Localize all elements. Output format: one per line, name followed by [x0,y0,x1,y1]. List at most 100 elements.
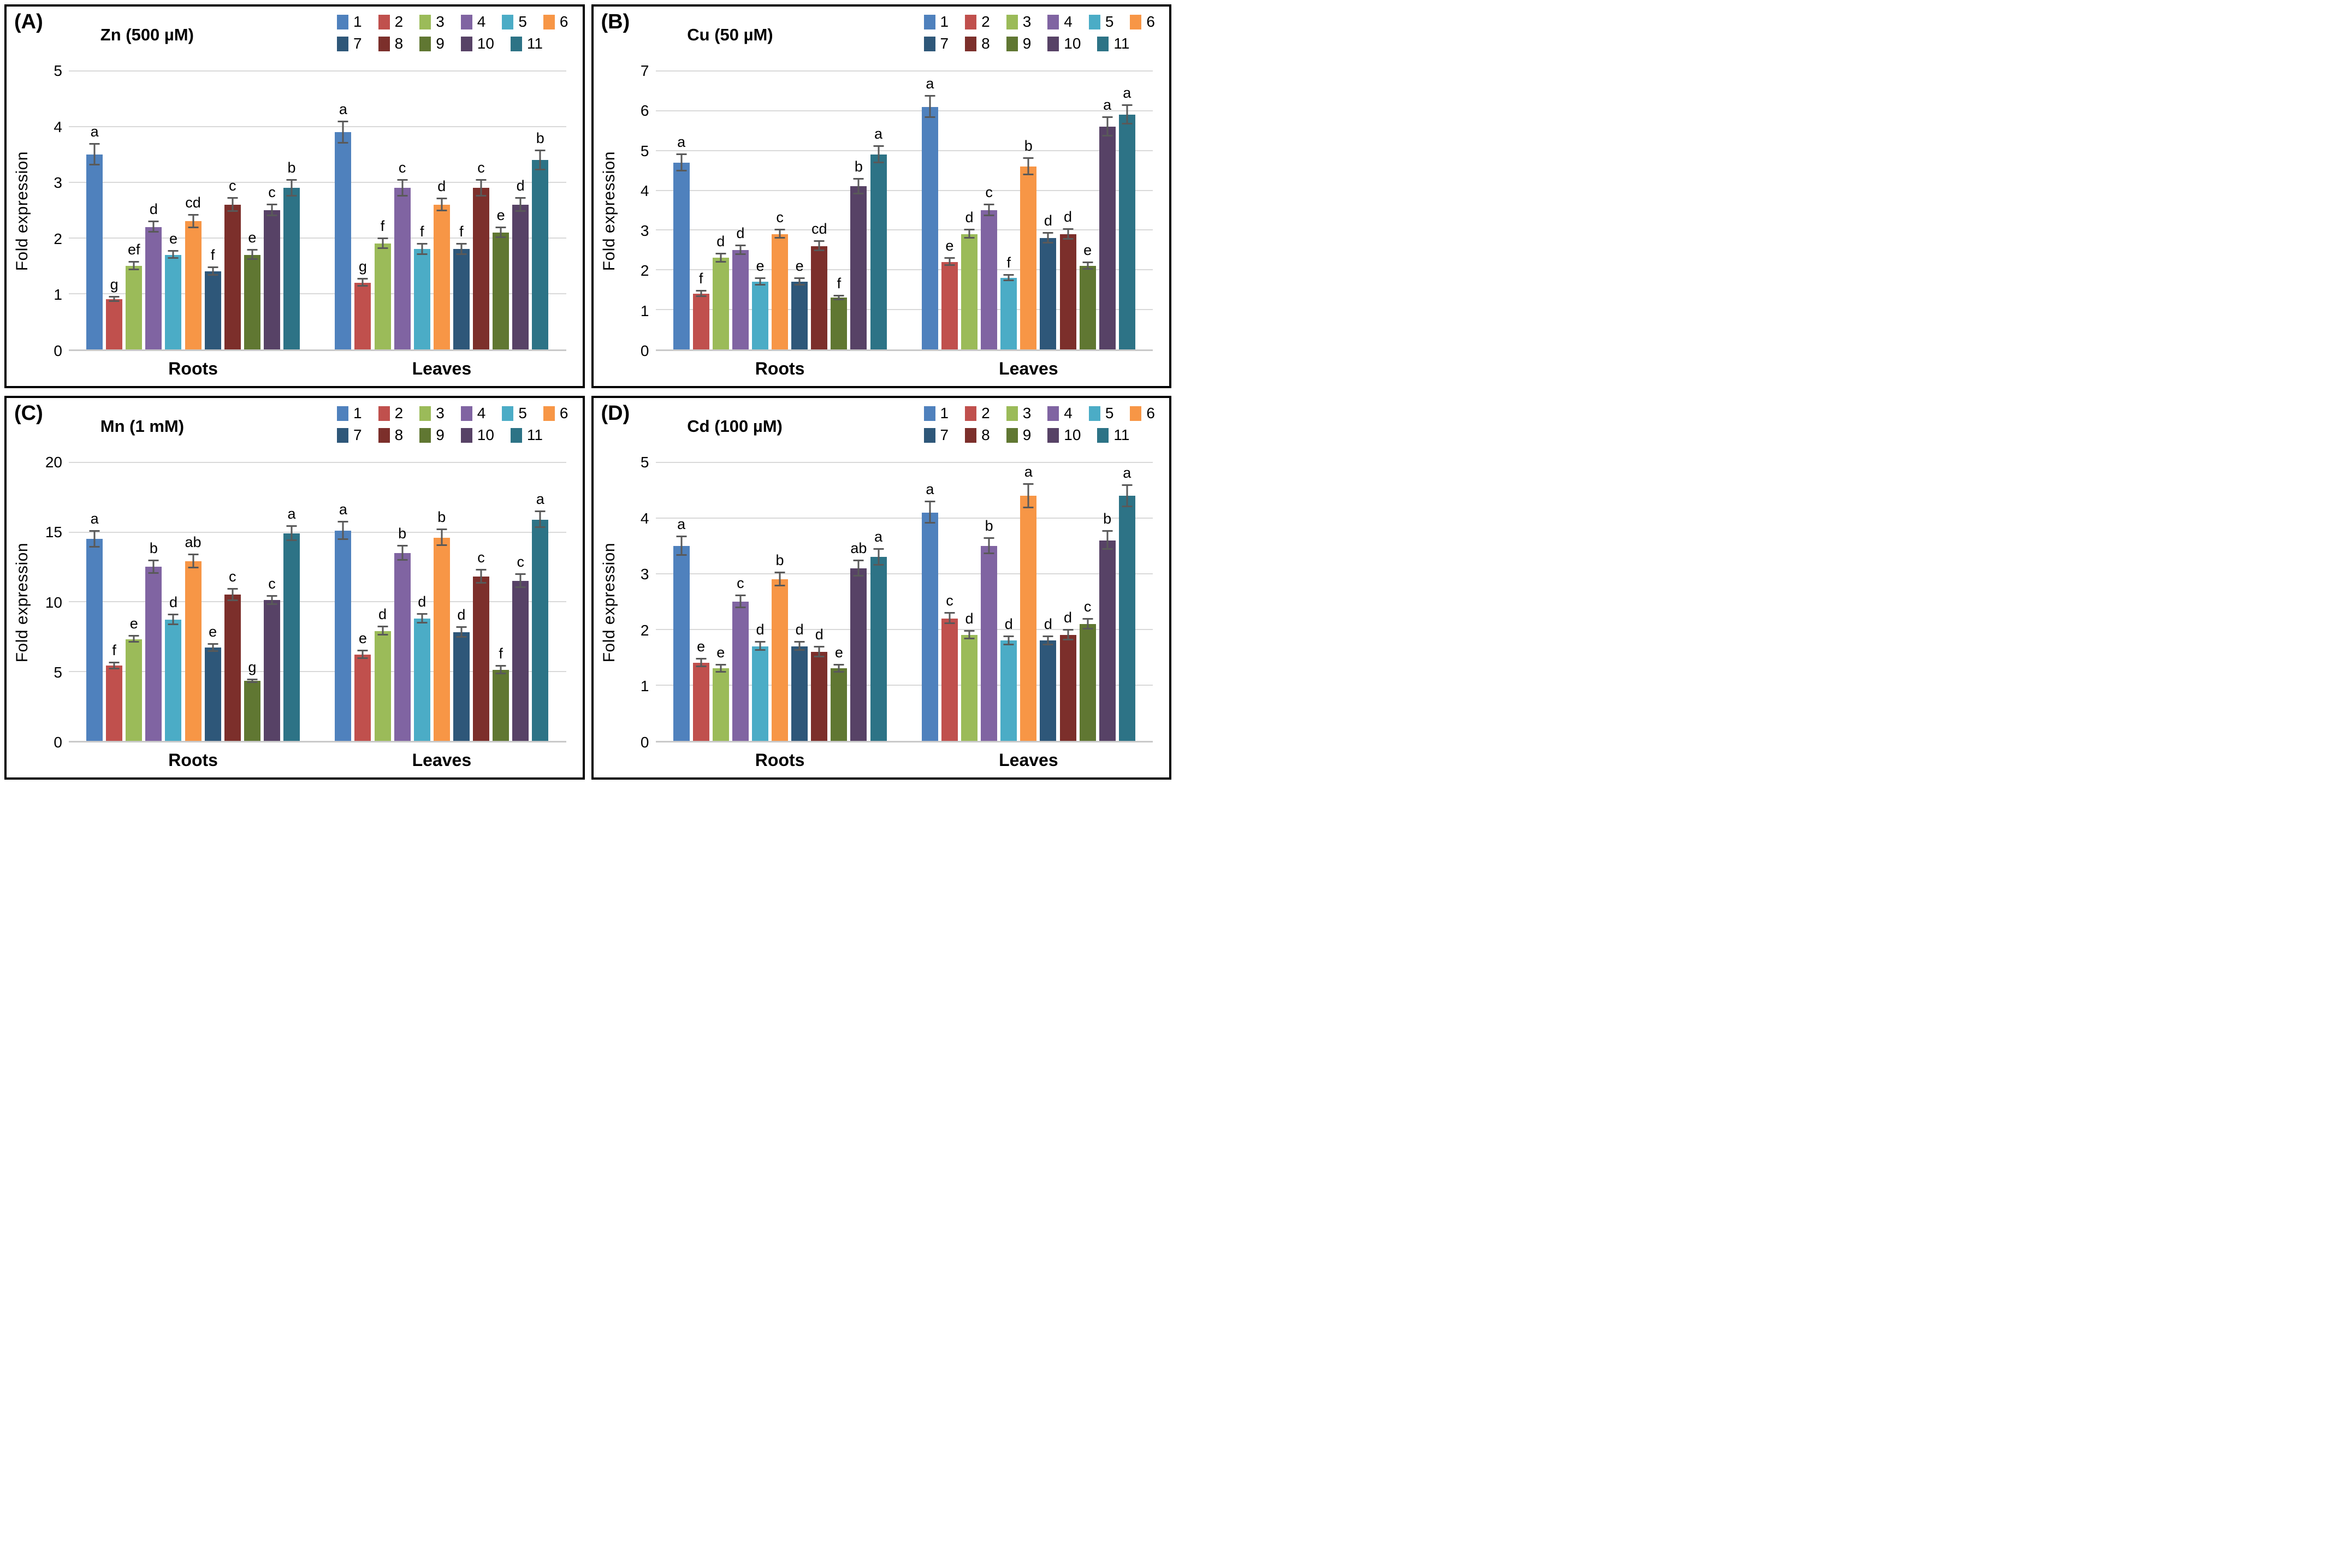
legend: 1 2 3 4 5 6 7 8 9 10 11 [337,402,568,444]
error-bar-cap-top [676,153,687,155]
bar-series-10-roots [850,186,867,349]
significance-letter: a [90,510,99,527]
error-bar-cap-bottom [286,539,297,542]
significance-letter: e [697,638,706,655]
error-bar [1067,228,1069,240]
bar-series-5-roots [751,282,768,349]
bar-series-10-leaves [512,580,529,741]
error-bar-cap-bottom [715,261,726,263]
panel-letter: (B) [601,10,630,33]
bar-slot-series-3: d [374,462,391,741]
bar-slot-series-7: f [204,71,221,349]
error-bar-cap-top [715,252,726,254]
y-axis-ticks: 0 1 2 3 4 5 [35,63,69,359]
error-bar-cap-bottom [208,650,218,652]
significance-letter: c [985,184,993,201]
gridline [69,531,566,533]
error-bar-cap-bottom [853,575,864,577]
group-label-leaves: Leaves [999,359,1058,378]
bar-series-5-roots [751,646,768,741]
error-bar-cap-top [984,204,994,206]
error-bar [680,153,683,171]
error-bar [988,204,990,216]
error-bar-cap-top [476,569,487,571]
bar-slot-series-1: a [86,462,103,741]
error-bar-cap-top [1102,116,1113,118]
bar-series-3-roots [712,258,729,349]
error-bar-cap-top [853,559,864,561]
error-bar [172,614,174,626]
legend-label: 5 [1105,13,1114,30]
error-bar-cap-bottom [1122,123,1133,125]
bar-slot-series-4: b [394,462,411,741]
error-bar-cap-top [794,277,805,279]
gridline [655,685,1153,686]
error-bar-cap-top [417,613,428,615]
error-bar [929,96,931,118]
bar-slot-series-5: e [751,71,768,349]
legend-row: 1 2 3 4 5 6 [337,13,568,31]
error-bar [1027,483,1029,508]
bar-slot-series-9: e [493,71,509,349]
legend-label: 8 [981,35,990,52]
error-bar-cap-bottom [227,599,238,601]
legend-swatch-icon [419,406,431,421]
significance-letter: d [149,201,158,218]
error-bar-cap-top [337,521,348,523]
bar-group-roots: a e e c d b d d e ab a [656,462,904,741]
error-bar-cap-bottom [1023,506,1034,508]
bar-series-8-leaves [473,188,489,349]
error-bar-cap-bottom [436,210,447,212]
significance-letter: d [516,177,525,194]
legend-item-10: 10 [1047,35,1081,52]
legend-row: 7 8 9 10 11 [337,35,568,52]
legend-label: 8 [394,35,404,52]
gridline [655,110,1153,111]
error-bar [968,631,970,640]
legend-item-7: 7 [337,426,362,444]
significance-letter: d [716,233,725,250]
bar-series-6-leaves [1020,496,1037,741]
y-tick-label: 2 [54,230,62,247]
error-bar-cap-top [128,635,139,637]
bar-series-2-leaves [941,262,958,349]
error-bar-cap-bottom [735,253,746,255]
error-bar-cap-bottom [794,284,805,286]
bar-slot-series-1: a [86,71,103,349]
legend-swatch-icon [1130,406,1142,421]
panel-letter: (C) [14,402,43,425]
x-axis-group-labels: Roots Leaves [7,743,583,777]
bar-series-7-roots [204,648,221,741]
error-bar-cap-top [755,277,766,279]
error-bar-cap-bottom [168,623,179,626]
error-bar-cap-top [964,228,975,230]
bar-slot-series-4: c [981,71,998,349]
error-bar-cap-bottom [873,162,884,164]
error-bar-cap-top [266,203,277,205]
bar-series-1-leaves [921,106,938,349]
significance-letter: c [946,592,953,609]
error-bar [1106,531,1109,550]
error-bar-cap-top [208,643,218,645]
error-bar-cap-bottom [266,603,277,605]
error-bar-cap-top [833,294,844,296]
error-bar [113,662,115,669]
error-bar-cap-bottom [944,264,955,266]
error-bar-cap-top [984,537,994,539]
error-bar-cap-bottom [814,250,825,252]
bar-series-8-roots [811,651,828,741]
significance-letter: d [965,610,974,627]
error-bar-cap-top [814,240,825,242]
legend-item-4: 4 [460,13,485,31]
error-bar [251,250,253,260]
bar-series-7-leaves [1040,238,1057,349]
bar-series-7-leaves [453,632,470,741]
legend-swatch-icon [1006,406,1018,421]
significance-letter: g [248,658,257,675]
bar-series-7-roots [791,646,808,741]
legend-swatch-icon [1130,14,1142,29]
bar-series-3-leaves [961,635,978,741]
legend-item-3: 3 [419,13,445,31]
